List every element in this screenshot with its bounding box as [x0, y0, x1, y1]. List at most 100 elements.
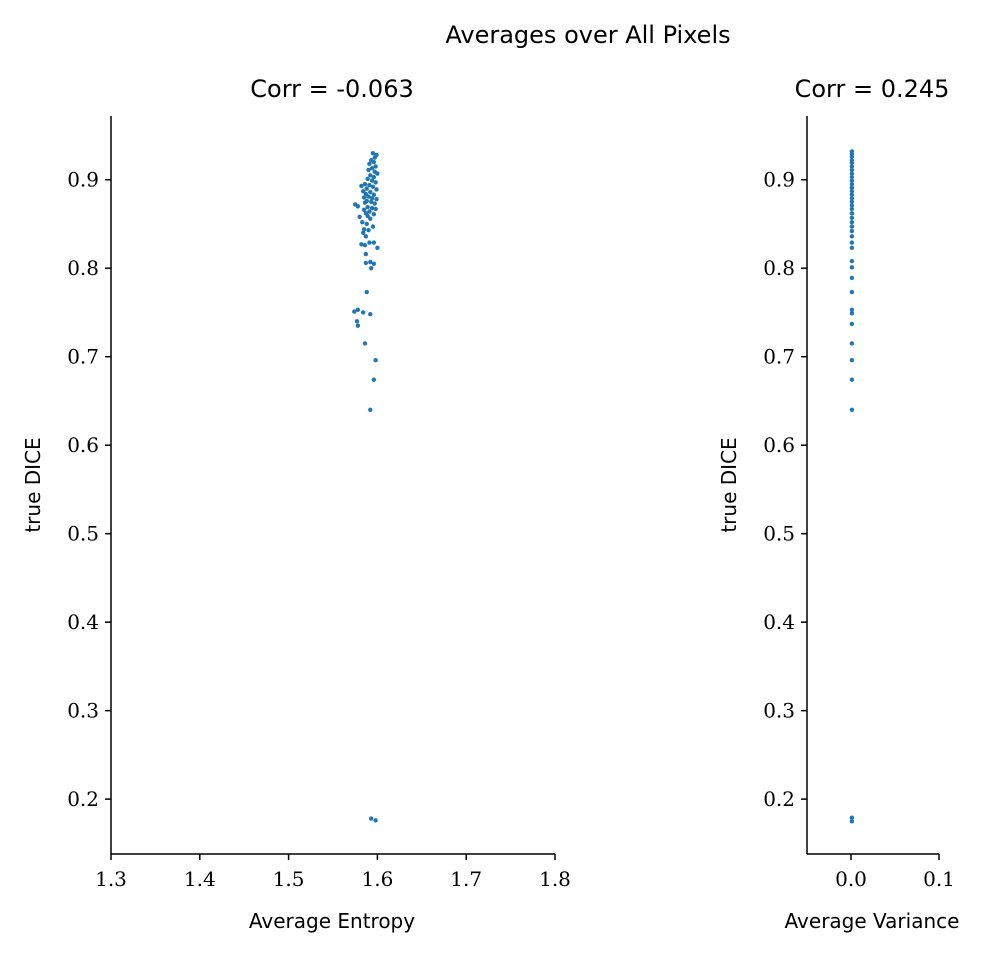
- entropy-ytick-label: 0.4: [67, 610, 99, 634]
- entropy-data-point: [367, 209, 372, 214]
- entropy-ytick-label: 0.7: [67, 345, 99, 369]
- entropy-data-point: [365, 176, 370, 182]
- variance-data-point: [849, 265, 855, 270]
- entropy-data-point: [373, 818, 378, 823]
- entropy-xtick-label: 1.5: [273, 867, 305, 891]
- entropy-data-point: [352, 309, 357, 314]
- variance-data-point: [849, 167, 855, 173]
- entropy-data-point: [368, 407, 373, 412]
- entropy-data-point: [354, 319, 360, 324]
- variance-data-point: [849, 341, 855, 346]
- entropy-data-point: [357, 214, 362, 220]
- entropy-data-point: [361, 195, 367, 200]
- variance-ytick-label: 0.5: [763, 522, 795, 546]
- variance-data-point: [849, 407, 855, 412]
- entropy-data-point: [355, 204, 361, 209]
- variance-xtick-label: 0.1: [923, 867, 955, 891]
- variance-ytick-label: 0.4: [763, 610, 795, 634]
- entropy-data-point: [362, 200, 368, 205]
- entropy-data-point: [366, 194, 371, 199]
- entropy-data-point: [371, 377, 377, 382]
- entropy-data-point: [359, 183, 364, 189]
- variance-data-point: [849, 181, 855, 187]
- entropy-data-point: [372, 201, 377, 206]
- entropy-data-point: [368, 216, 373, 221]
- variance-xtick-label: 0.0: [835, 867, 867, 891]
- entropy-data-point: [370, 150, 376, 156]
- entropy-plot-ylabel: true DICE: [21, 437, 45, 532]
- entropy-ytick-label: 0.9: [67, 168, 99, 192]
- entropy-data-point: [366, 167, 371, 173]
- variance-ytick-label: 0.8: [763, 256, 795, 280]
- entropy-xtick-label: 1.8: [539, 867, 571, 891]
- variance-data-point: [849, 189, 855, 194]
- entropy-ytick-label: 0.3: [67, 699, 99, 723]
- entropy-ytick-label: 0.2: [67, 787, 99, 811]
- entropy-data-point: [371, 212, 377, 217]
- variance-data-point: [849, 289, 855, 295]
- variance-data-point: [849, 206, 855, 212]
- variance-data-point: [849, 160, 855, 166]
- figure-suptitle: Averages over All Pixels: [445, 21, 730, 49]
- entropy-data-point: [364, 221, 369, 227]
- entropy-xtick-label: 1.4: [184, 867, 216, 891]
- entropy-xtick-label: 1.3: [95, 867, 127, 891]
- entropy-data-point: [355, 323, 361, 328]
- entropy-data-point: [370, 224, 376, 229]
- variance-data-point: [849, 377, 855, 382]
- entropy-data-point: [362, 181, 368, 187]
- entropy-data-point: [365, 204, 370, 210]
- entropy-xtick-label: 1.6: [361, 867, 393, 891]
- variance-data-point: [849, 219, 855, 225]
- entropy-data-point: [359, 242, 364, 247]
- variance-data-point: [849, 164, 855, 169]
- entropy-data-point: [371, 192, 377, 197]
- entropy-ytick-label: 0.6: [67, 433, 99, 457]
- variance-plot-ylabel: true DICE: [717, 437, 741, 532]
- entropy-data-point: [368, 266, 374, 271]
- variance-data-point: [849, 211, 855, 216]
- entropy-ytick-label: 0.8: [67, 256, 99, 280]
- entropy-data-point: [369, 178, 375, 183]
- entropy-data-point: [368, 312, 373, 317]
- variance-data-point: [849, 178, 855, 183]
- entropy-data-point: [366, 227, 371, 233]
- entropy-data-point: [368, 816, 374, 821]
- entropy-data-point: [371, 159, 377, 165]
- entropy-scatter-plot: Corr = -0.063 Average Entropy true DICE …: [21, 75, 571, 933]
- variance-data-point: [849, 171, 855, 176]
- entropy-plot-points: [352, 150, 380, 823]
- variance-data-point: [849, 311, 855, 316]
- entropy-data-point: [367, 182, 372, 188]
- variance-data-point: [849, 234, 855, 239]
- variance-data-point: [849, 228, 855, 234]
- entropy-data-point: [360, 310, 366, 315]
- entropy-xtick-label: 1.7: [450, 867, 482, 891]
- variance-ytick-label: 0.7: [763, 345, 795, 369]
- entropy-data-point: [368, 189, 373, 195]
- entropy-data-point: [368, 199, 374, 205]
- entropy-data-point: [367, 161, 372, 166]
- variance-data-point: [849, 192, 855, 197]
- variance-plot-ticks: 0.0 0.1 0.2 0.3 0.4 0.5 0.6 0.7 0.8 0.9: [763, 168, 955, 891]
- entropy-data-point: [355, 307, 361, 312]
- entropy-data-point: [363, 191, 369, 197]
- entropy-data-point: [363, 251, 369, 257]
- variance-scatter-plot: Corr = 0.245 Average Variance true DICE …: [717, 75, 959, 933]
- entropy-data-point: [361, 227, 367, 232]
- variance-ytick-label: 0.6: [763, 433, 795, 457]
- entropy-data-point: [364, 289, 369, 295]
- variance-data-point: [849, 196, 855, 201]
- entropy-data-point: [375, 245, 380, 251]
- entropy-data-point: [363, 260, 369, 266]
- variance-data-point: [849, 185, 855, 190]
- variance-data-point: [849, 245, 855, 251]
- entropy-data-point: [373, 180, 378, 185]
- entropy-data-point: [369, 196, 375, 201]
- variance-data-point: [849, 215, 855, 220]
- entropy-plot-xlabel: Average Entropy: [249, 909, 415, 933]
- variance-ytick-label: 0.2: [763, 787, 795, 811]
- entropy-data-point: [364, 186, 369, 191]
- entropy-ytick-label: 0.5: [67, 522, 99, 546]
